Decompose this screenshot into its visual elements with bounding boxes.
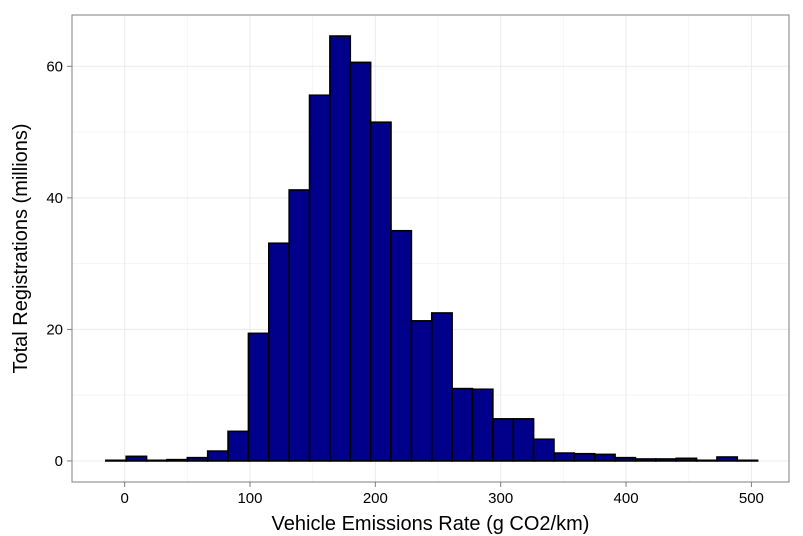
histogram-bar — [471, 388, 494, 462]
histogram-bar — [614, 456, 637, 462]
histogram-bar — [634, 458, 657, 462]
histogram-bar — [492, 418, 515, 462]
histogram-bar — [593, 453, 616, 462]
histogram-bar — [329, 35, 352, 462]
x-tick-label: 500 — [739, 490, 764, 507]
histogram-bar — [349, 61, 372, 462]
histogram-bar — [716, 456, 739, 462]
histogram-bar — [655, 458, 677, 462]
histogram-bar — [166, 458, 189, 462]
histogram-bar — [308, 94, 331, 462]
histogram-bar — [512, 418, 535, 462]
histogram-bar — [410, 320, 433, 462]
histogram-bar — [145, 459, 168, 462]
histogram-bar — [675, 457, 698, 462]
histogram-bar — [532, 438, 555, 462]
histogram-bar — [451, 387, 474, 462]
histogram-bar — [186, 456, 209, 462]
histogram-bar — [390, 229, 413, 462]
x-tick-label: 100 — [237, 490, 262, 507]
y-tick-label: 40 — [46, 190, 63, 207]
histogram-bar — [736, 459, 759, 462]
histogram-bar — [125, 455, 148, 462]
x-tick-label: 200 — [363, 490, 388, 507]
histogram-bar — [288, 189, 311, 462]
histogram-bar — [369, 121, 392, 462]
histogram-bar — [227, 430, 250, 462]
histogram-bar — [267, 242, 290, 462]
histogram-bar — [695, 459, 718, 462]
histogram-bar — [553, 452, 576, 462]
x-tick-label: 400 — [614, 490, 639, 507]
histogram-bar — [206, 450, 229, 462]
plot-panel-border — [71, 14, 790, 483]
x-axis-title: Vehicle Emissions Rate (g CO2/km) — [272, 513, 590, 535]
x-tick-label: 0 — [120, 490, 128, 507]
y-tick-label: 0 — [55, 453, 63, 470]
y-axis-title: Total Registrations (millions) — [10, 123, 32, 373]
x-axis-ticks: 0 100 200 300 400 500 — [120, 482, 764, 507]
y-tick-label: 60 — [46, 58, 63, 75]
histogram-bar — [247, 332, 270, 462]
histogram-bars — [105, 35, 759, 462]
histogram-bar — [105, 459, 128, 462]
histogram-bar — [573, 452, 596, 462]
y-axis-ticks: 0 20 40 60 — [46, 58, 72, 470]
x-tick-label: 300 — [488, 490, 513, 507]
histogram-bar — [430, 312, 453, 462]
y-tick-label: 20 — [46, 321, 63, 338]
